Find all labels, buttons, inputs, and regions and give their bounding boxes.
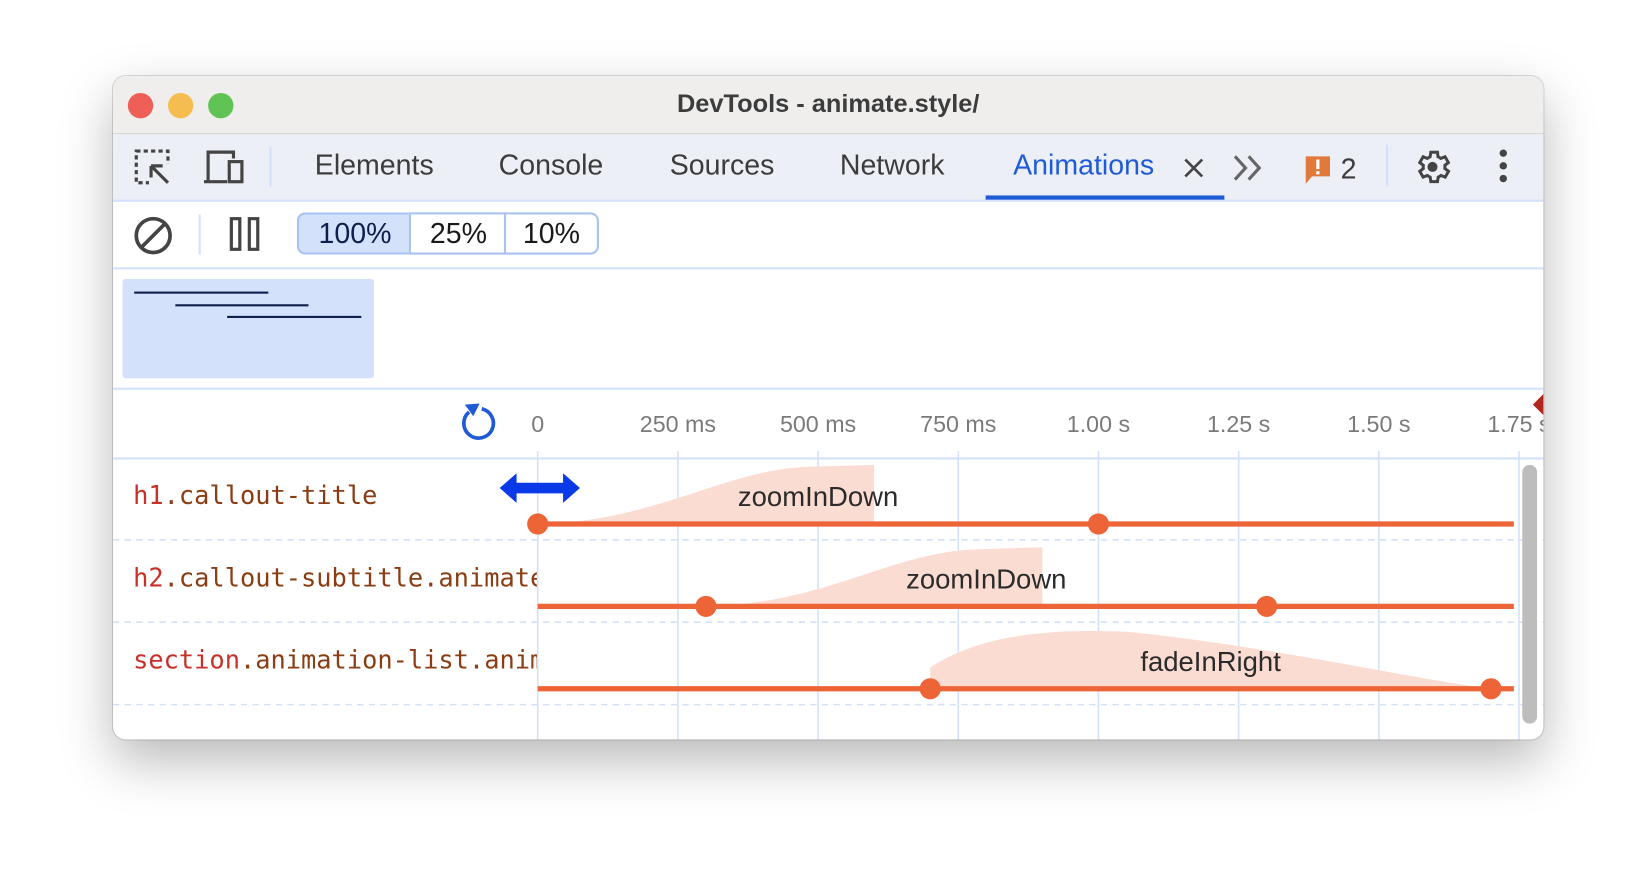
element-selector: .animation-list.animate__animated [239, 645, 538, 676]
maximize-window-button[interactable] [208, 92, 234, 119]
time-tick-label: 250 ms [639, 410, 716, 438]
keyframe-end-handle[interactable] [1480, 678, 1502, 700]
element-tag: h1 [133, 480, 164, 511]
tab-sources[interactable]: Sources [669, 148, 775, 181]
animation-curve [705, 547, 1043, 607]
time-tick-label: 750 ms [920, 410, 997, 438]
animation-overview [113, 269, 1544, 390]
animation-target-label[interactable]: h1.callout-title [133, 481, 538, 511]
element-tag: section [133, 645, 240, 676]
animation-name: zoomInDown [737, 480, 899, 513]
tab-elements[interactable]: Elements [314, 148, 434, 181]
keyframe-end-handle[interactable] [1256, 595, 1278, 617]
drag-move-icon[interactable] [499, 473, 580, 503]
close-tab-icon[interactable] [1183, 157, 1204, 178]
animation-curve [537, 464, 875, 524]
animation-target-label[interactable]: h2.callout-subtitle.animate__animated [133, 563, 538, 593]
time-tick-label: 0 [531, 410, 545, 438]
scrubber-head-icon[interactable] [1532, 394, 1544, 416]
scrollbar[interactable] [1522, 464, 1538, 724]
animation-timeline [113, 451, 1544, 740]
tab-network[interactable]: Network [839, 148, 945, 181]
time-tick-label: 1.75 s [1487, 410, 1543, 438]
animations-toolbar: 100% 25% 10% [113, 202, 1544, 270]
animation-curve [930, 631, 1491, 689]
issues-count[interactable]: 2 [1340, 153, 1357, 185]
time-tick-label: 1.50 s [1347, 410, 1411, 438]
time-tick-label: 500 ms [779, 410, 857, 438]
element-tag: h2 [133, 563, 164, 593]
tab-console[interactable]: Console [498, 148, 604, 181]
time-tick-label: 1.00 s [1066, 410, 1131, 438]
issues-icon[interactable] [1305, 155, 1332, 187]
time-tick-label: 1.25 s [1206, 410, 1271, 438]
close-window-button[interactable] [127, 92, 154, 119]
animation-name: zoomInDown [906, 563, 1067, 595]
animation-group-preview[interactable] [122, 278, 374, 379]
keyframe-start-handle[interactable] [695, 595, 717, 617]
devtools-window: DevTools - animate.style/ Elements Conso… [113, 76, 1544, 740]
keyframe-start-handle[interactable] [527, 513, 549, 535]
device-toolbar-icon[interactable] [203, 149, 246, 187]
animation-name: fadeInRight [1140, 645, 1281, 678]
speed-25-button[interactable]: 25% [408, 212, 507, 255]
keyframe-end-handle[interactable] [1087, 513, 1110, 535]
divider [1386, 144, 1389, 187]
minimize-window-button[interactable] [167, 92, 194, 119]
divider [198, 214, 201, 255]
tab-bar: Elements Console Sources Network Animati… [113, 134, 1544, 202]
clear-all-icon[interactable] [132, 214, 174, 256]
speed-100-button[interactable]: 100% [296, 212, 411, 255]
active-tab-indicator [985, 195, 1225, 200]
tab-animations[interactable]: Animations [1013, 148, 1155, 181]
speed-10-button[interactable]: 10% [503, 212, 599, 255]
settings-gear-icon[interactable] [1412, 147, 1452, 187]
element-selector: .callout-subtitle.animate__animated [163, 563, 538, 593]
keyframe-start-handle[interactable] [919, 678, 941, 700]
replay-icon[interactable] [456, 402, 498, 444]
more-tabs-icon[interactable] [1232, 153, 1266, 183]
more-options-icon[interactable] [1495, 149, 1512, 185]
pause-all-icon[interactable] [229, 217, 263, 253]
element-selector: .callout-title [163, 480, 378, 511]
divider [269, 146, 272, 187]
title-bar: DevTools - animate.style/ [113, 76, 1544, 135]
animation-target-label[interactable]: section.animation-list.animate__animated [133, 645, 538, 675]
window-title: DevTools - animate.style/ [676, 89, 980, 119]
inspect-element-icon[interactable] [134, 149, 173, 187]
timeline-header: 0 250 ms 500 ms 750 ms 1.00 s 1.25 s 1.50 s 1.7… [113, 390, 1544, 460]
